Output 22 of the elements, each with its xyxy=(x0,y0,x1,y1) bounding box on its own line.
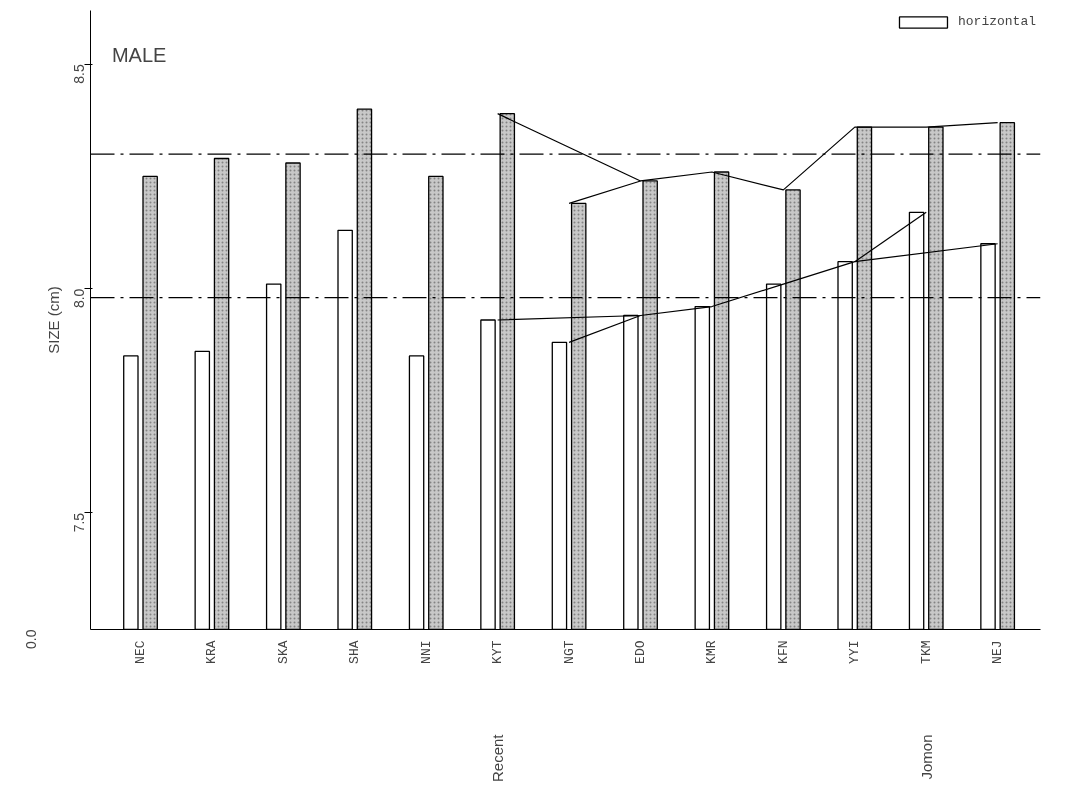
y-tick-label: 8.5 xyxy=(71,64,88,84)
y-tick-label: 7.5 xyxy=(71,512,88,533)
x-tick-label: KFN xyxy=(775,640,791,664)
x-tick-label: KMR xyxy=(704,640,720,664)
x-tick-label: KYT xyxy=(490,640,506,664)
x-tick-label: NEC xyxy=(133,640,148,664)
x-tick-label: YYI xyxy=(847,640,863,664)
text: 0.0 xyxy=(22,629,39,649)
text: MALE xyxy=(111,44,167,67)
x-tick-label: EDO xyxy=(633,640,648,664)
text: Jomon xyxy=(917,734,935,780)
x-tick-label: TKM xyxy=(918,640,934,664)
x-tick-label: SKA xyxy=(275,640,291,664)
legend-label: horizontal xyxy=(957,14,1036,29)
y-tick-label: 8.0 xyxy=(71,288,88,309)
x-tick-label: NGT xyxy=(561,640,577,664)
x-tick-label: KRA xyxy=(204,640,220,664)
text: Recent xyxy=(489,733,507,783)
x-tick-label: SHA xyxy=(347,640,363,664)
x-tick-label: NEJ xyxy=(990,640,1006,664)
x-tick-label: NNI xyxy=(418,640,434,664)
y-axis-title: SIZE (cm) xyxy=(44,286,62,354)
